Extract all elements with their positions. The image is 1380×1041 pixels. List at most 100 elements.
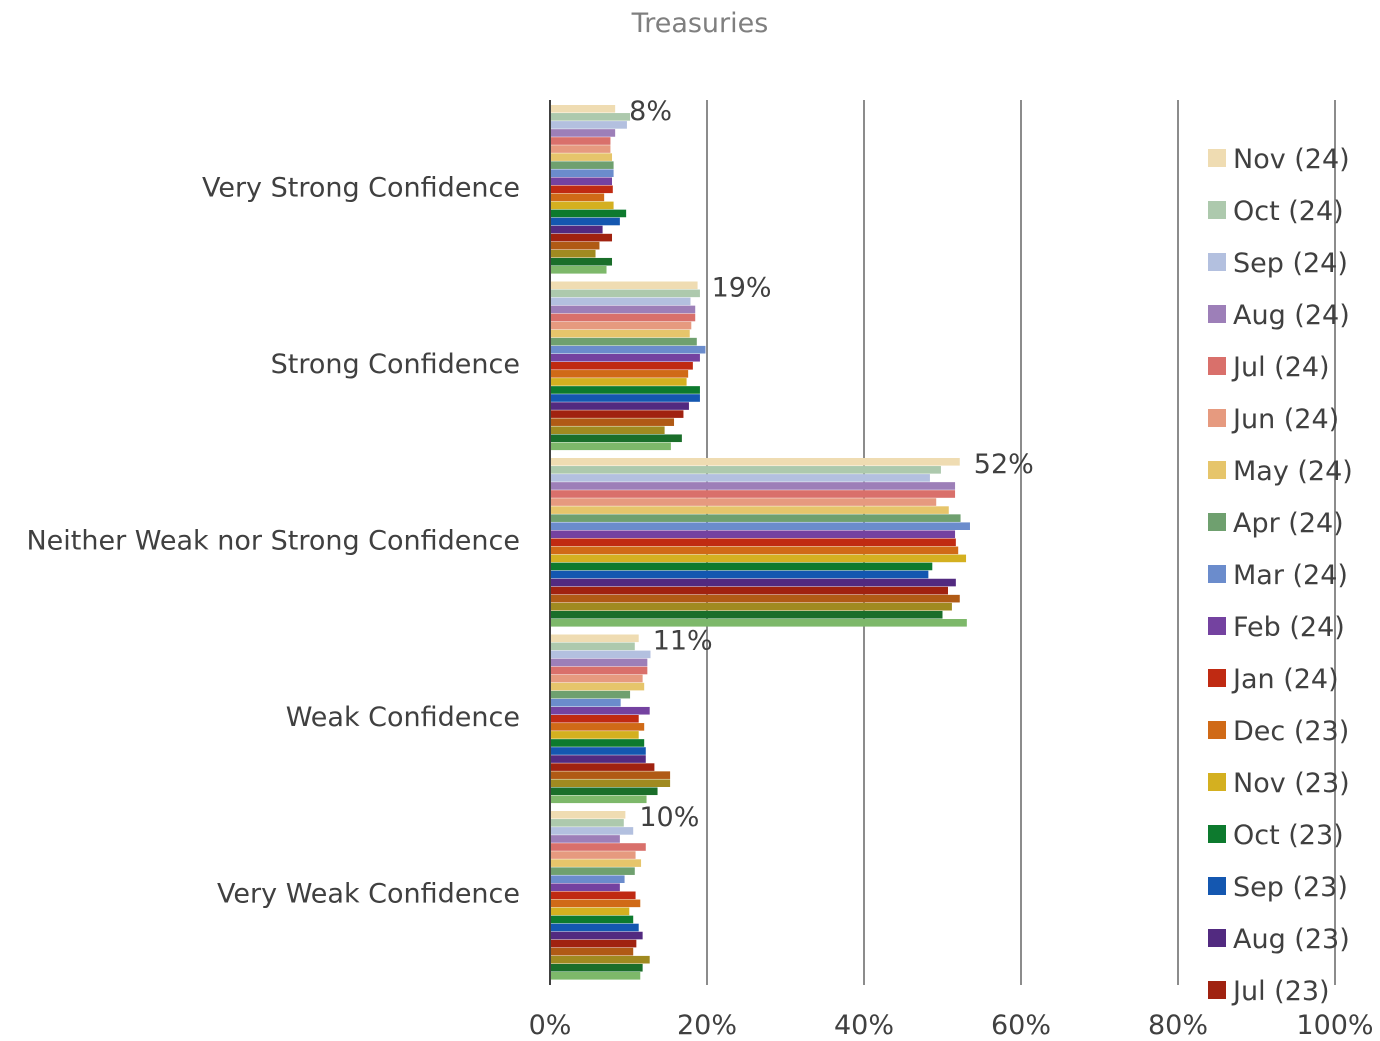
legend-swatch-apr-24: [1208, 513, 1226, 531]
bar-very-strong-confidence-jul-24: [550, 137, 611, 145]
legend-swatch-may-24: [1208, 461, 1226, 479]
bar-very-strong-confidence-sep-24: [550, 121, 627, 129]
data-label-very-strong-confidence: 8%: [629, 96, 672, 127]
bar-very-weak-confidence-nov-23: [550, 907, 630, 916]
data-label-weak-confidence: 11%: [653, 626, 713, 657]
bar-strong-confidence-may-24: [550, 329, 690, 338]
bar-weak-confidence-oct-23: [550, 739, 645, 747]
category-label-neither-weak-nor-strong-confidence: Neither Weak nor Strong Confidence: [26, 525, 520, 556]
bar-very-strong-confidence-oct-24: [550, 113, 631, 121]
bar-neither-weak-nor-strong-confidence-series-18: [550, 594, 960, 603]
bar-very-strong-confidence-mar-24: [550, 169, 614, 177]
bar-neither-weak-nor-strong-confidence-dec-23: [550, 546, 959, 555]
bar-neither-weak-nor-strong-confidence-apr-24: [550, 514, 961, 522]
bar-strong-confidence-nov-23: [550, 378, 687, 386]
value-axis-tick-labels: 0% 20% 40% 60% 80% 100%: [529, 1010, 1374, 1041]
data-labels: 8% 19% 52% 11% 10%: [629, 96, 1034, 833]
tick-label: 20%: [677, 1010, 737, 1041]
bar-very-weak-confidence-jul-24: [550, 843, 646, 851]
bar-strong-confidence-jun-24: [550, 321, 692, 330]
bar-neither-weak-nor-strong-confidence-series-19: [550, 602, 952, 611]
bar-neither-weak-nor-strong-confidence-jul-23: [550, 586, 948, 595]
legend-label-dec-23: Dec (23): [1233, 716, 1349, 747]
bar-very-weak-confidence-jul-23: [550, 939, 637, 948]
bar-very-weak-confidence-oct-24: [550, 819, 624, 827]
legend: Nov (24) Oct (24) Sep (24) Aug (24) Jul (24)…: [1208, 144, 1353, 1007]
bar-very-strong-confidence-nov-24: [550, 105, 616, 113]
bar-neither-weak-nor-strong-confidence-jun-24: [550, 498, 937, 506]
bar-very-weak-confidence-nov-24: [550, 811, 626, 819]
bar-weak-confidence-aug-23: [550, 755, 646, 763]
legend-swatch-dec-23: [1208, 721, 1226, 739]
bar-weak-confidence-oct-24: [550, 642, 635, 651]
bar-very-weak-confidence-series-21: [550, 972, 641, 980]
tick-label: 0%: [529, 1010, 572, 1041]
category-labels: Very Strong Confidence Strong Confidence N…: [26, 172, 520, 909]
bar-very-weak-confidence-oct-23: [550, 915, 634, 924]
bar-very-strong-confidence-series-18: [550, 241, 600, 250]
bar-neither-weak-nor-strong-confidence-may-24: [550, 506, 949, 514]
legend-label-aug-24: Aug (24): [1233, 300, 1350, 331]
legend-label-nov-23: Nov (23): [1233, 768, 1350, 799]
bar-weak-confidence-dec-23: [550, 723, 645, 731]
bar-very-weak-confidence-jun-24: [550, 851, 636, 859]
bars: [550, 105, 970, 980]
bar-very-strong-confidence-aug-24: [550, 129, 616, 137]
bar-very-strong-confidence-sep-23: [550, 217, 620, 226]
bar-weak-confidence-sep-23: [550, 747, 646, 755]
bar-very-strong-confidence-feb-24: [550, 177, 613, 186]
legend-label-aug-23: Aug (23): [1233, 924, 1350, 955]
bar-very-strong-confidence-jul-23: [550, 233, 613, 242]
legend-swatch-sep-24: [1208, 253, 1226, 271]
category-label-very-strong-confidence: Very Strong Confidence: [202, 172, 520, 203]
bar-strong-confidence-mar-24: [550, 345, 706, 354]
bar-strong-confidence-jul-24: [550, 313, 696, 322]
legend-label-oct-23: Oct (23): [1233, 820, 1344, 851]
bar-very-weak-confidence-sep-23: [550, 923, 639, 932]
bar-strong-confidence-series-18: [550, 418, 675, 426]
bar-very-strong-confidence-series-19: [550, 249, 596, 258]
bar-very-weak-confidence-series-18: [550, 947, 634, 956]
bar-neither-weak-nor-strong-confidence-nov-24: [550, 458, 960, 466]
bar-weak-confidence-may-24: [550, 682, 645, 691]
category-label-very-weak-confidence: Very Weak Confidence: [217, 878, 520, 909]
bar-very-strong-confidence-jun-24: [550, 145, 611, 153]
bar-very-weak-confidence-feb-24: [550, 883, 620, 892]
legend-label-apr-24: Apr (24): [1233, 508, 1344, 539]
bar-neither-weak-nor-strong-confidence-sep-24: [550, 474, 930, 482]
bar-weak-confidence-jun-24: [550, 674, 643, 683]
data-label-very-weak-confidence: 10%: [639, 802, 699, 833]
bar-very-weak-confidence-aug-23: [550, 931, 643, 940]
bar-neither-weak-nor-strong-confidence-jan-24: [550, 538, 956, 547]
bar-strong-confidence-oct-23: [550, 386, 700, 394]
bar-strong-confidence-nov-24: [550, 281, 698, 290]
bar-very-strong-confidence-apr-24: [550, 161, 614, 169]
legend-label-jul-24: Jul (24): [1231, 352, 1330, 383]
legend-label-mar-24: Mar (24): [1233, 560, 1348, 591]
legend-label-oct-24: Oct (24): [1233, 196, 1344, 227]
bar-very-weak-confidence-series-19: [550, 955, 650, 964]
legend-swatch-jan-24: [1208, 669, 1226, 687]
legend-swatch-jul-24: [1208, 357, 1226, 375]
legend-swatch-jun-24: [1208, 409, 1226, 427]
bar-neither-weak-nor-strong-confidence-oct-24: [550, 466, 941, 474]
bar-neither-weak-nor-strong-confidence-jul-24: [550, 490, 956, 498]
bar-very-weak-confidence-apr-24: [550, 867, 635, 875]
bar-strong-confidence-aug-24: [550, 305, 696, 314]
legend-swatch-mar-24: [1208, 565, 1226, 583]
tick-label: 100%: [1296, 1010, 1373, 1041]
bar-neither-weak-nor-strong-confidence-aug-24: [550, 482, 956, 490]
bar-weak-confidence-series-18: [550, 771, 671, 779]
legend-swatch-aug-24: [1208, 305, 1226, 323]
bar-strong-confidence-feb-24: [550, 353, 700, 362]
bar-weak-confidence-mar-24: [550, 698, 621, 707]
tick-label: 60%: [991, 1010, 1051, 1041]
gridlines: [706, 100, 1336, 985]
bar-neither-weak-nor-strong-confidence-sep-23: [550, 570, 929, 579]
bar-very-weak-confidence-sep-24: [550, 827, 634, 835]
category-label-weak-confidence: Weak Confidence: [286, 702, 520, 733]
bar-weak-confidence-series-21: [550, 795, 647, 804]
bar-weak-confidence-nov-23: [550, 731, 639, 739]
bar-strong-confidence-dec-23: [550, 370, 689, 378]
